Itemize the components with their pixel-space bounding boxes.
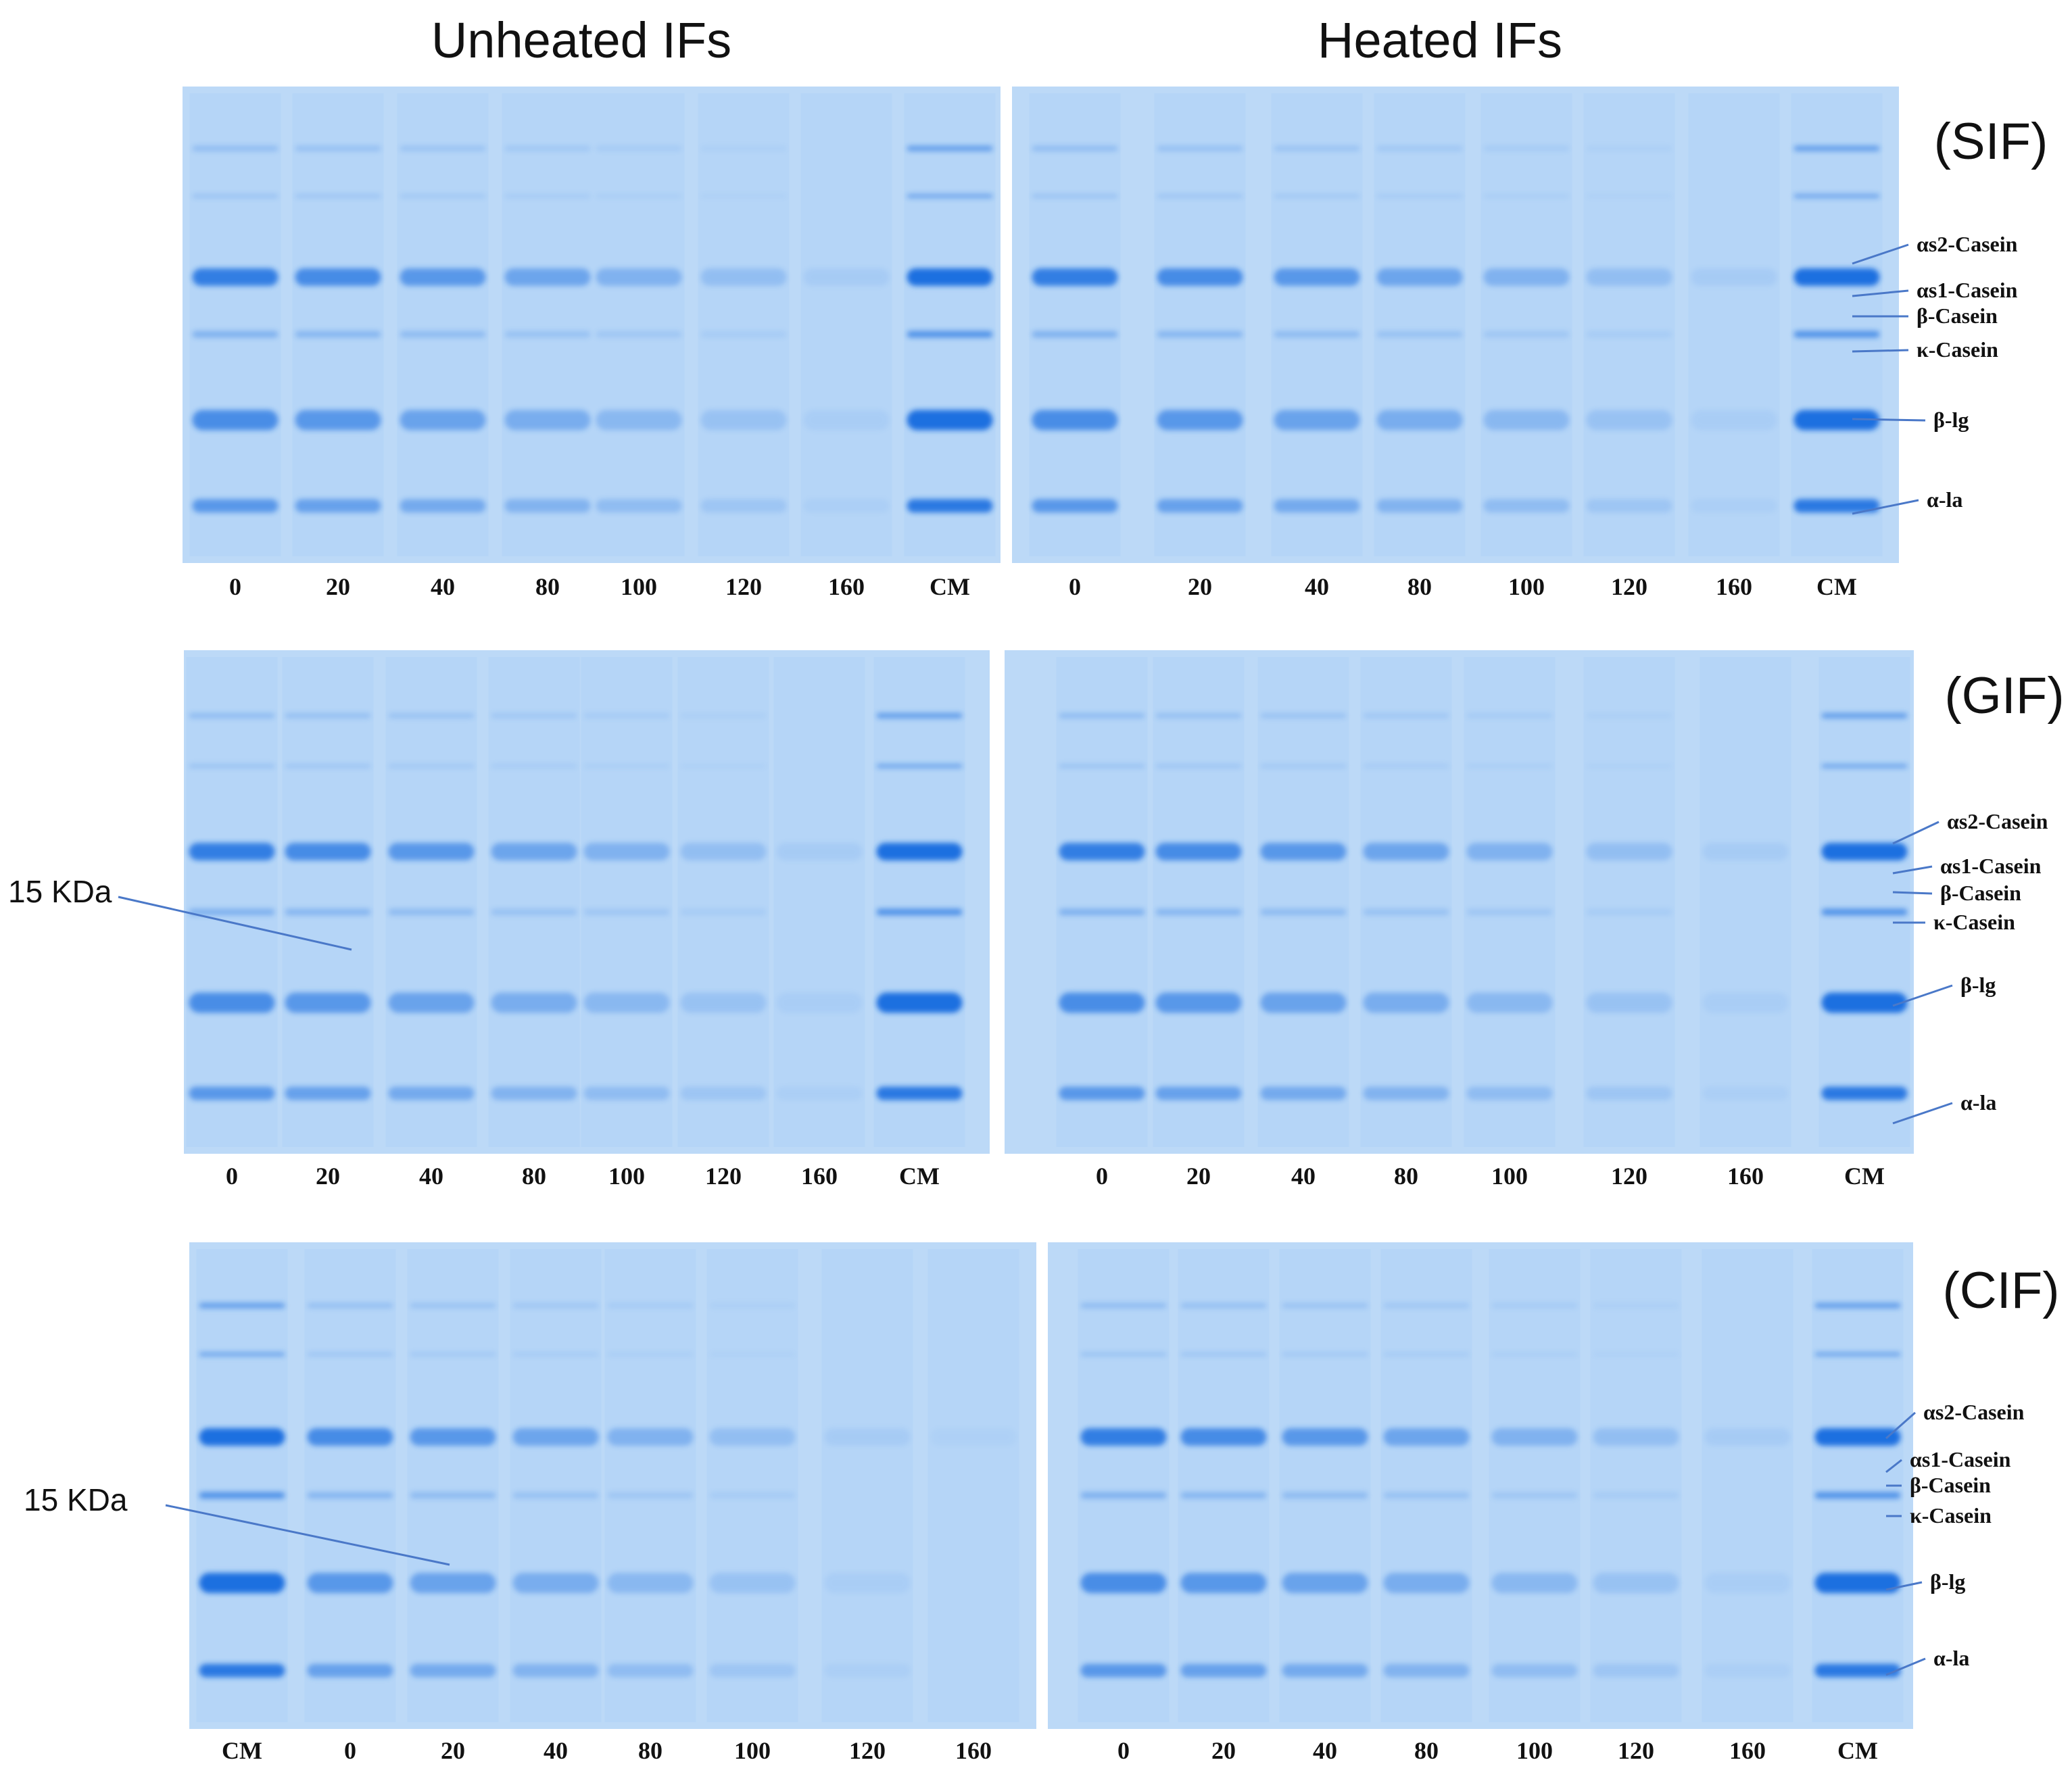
protein-label: α-la	[1927, 487, 1962, 512]
protein-label: β-Casein	[1910, 1473, 1991, 1497]
protein-label: β-lg	[1930, 1569, 1965, 1594]
protein-leader	[1885, 1459, 1902, 1473]
protein-label: αs1-Casein	[1940, 854, 2042, 878]
lane-label: 40	[544, 1737, 568, 1764]
protein-leader	[1892, 1102, 1953, 1125]
lane-label: 80	[1414, 1737, 1439, 1764]
protein-label: β-lg	[1933, 408, 1969, 432]
gel-unheated-4	[189, 1242, 1036, 1729]
header-heated: Heated IFs	[1318, 12, 1562, 68]
gel-heated-3	[1005, 650, 1914, 1154]
protein-label: α-la	[1960, 1090, 1996, 1115]
header-unheated: Unheated IFs	[431, 12, 731, 68]
lane-label: 40	[419, 1163, 443, 1190]
lane-label: 20	[326, 573, 350, 600]
marker-label-gif: 15 KDa	[8, 874, 112, 909]
lane-label: 160	[1727, 1163, 1764, 1190]
lane-label: 160	[1729, 1737, 1766, 1764]
lane-label: CM	[1816, 573, 1857, 600]
lane-label: CM	[222, 1737, 262, 1764]
marker-label-cif: 15 KDa	[24, 1482, 128, 1517]
lane-label: 100	[608, 1163, 645, 1190]
lane-label: 0	[226, 1163, 238, 1190]
lane-label: 0	[344, 1737, 356, 1764]
protein-label: αs1-Casein	[1910, 1447, 2011, 1471]
panel-tag-gif: (GIF)	[1944, 667, 2064, 725]
figure-labels: (SIF) (GIF) (CIF) 15 KDa 15 KDa 0 20 40 80 1…	[8, 113, 2065, 1764]
lane-label: 20	[441, 1737, 465, 1764]
lane-label: 0	[229, 573, 241, 600]
gel-heated-5	[1048, 1242, 1913, 1729]
lane-label: 100	[1508, 573, 1545, 600]
lane-label: 20	[1186, 1163, 1211, 1190]
protein-leader	[1892, 865, 1933, 875]
protein-leader	[1892, 821, 1940, 845]
lane-label: 120	[1611, 1163, 1647, 1190]
lane-label: 160	[801, 1163, 838, 1190]
lane-label: 0	[1096, 1163, 1108, 1190]
protein-label: κ-Casein	[1910, 1503, 1992, 1528]
lane-label: 40	[1313, 1737, 1337, 1764]
protein-leader	[1852, 289, 1909, 297]
lane-label: 40	[431, 573, 455, 600]
lane-label: 100	[621, 573, 657, 600]
protein-leader	[1852, 243, 1909, 265]
lane-label: 20	[316, 1163, 340, 1190]
lane-label: CM	[1844, 1163, 1885, 1190]
lane-label: 20	[1188, 573, 1212, 600]
gel-images	[183, 87, 1914, 1729]
lane-label: 80	[1394, 1163, 1418, 1190]
protein-leader	[1892, 984, 1953, 1007]
protein-label: α-la	[1933, 1646, 1969, 1670]
marker-leader-cif	[165, 1504, 450, 1566]
gel-heated-1	[1012, 87, 1899, 563]
lane-label: 0	[1117, 1737, 1130, 1764]
lane-label: 80	[1407, 573, 1432, 600]
lane-label: 40	[1291, 1163, 1316, 1190]
gel-unheated-0	[183, 87, 1001, 563]
marker-leader-gif	[118, 896, 352, 951]
lane-label: 160	[955, 1737, 992, 1764]
lane-label: CM	[930, 573, 970, 600]
protein-leader	[1852, 499, 1919, 515]
protein-label: κ-Casein	[1917, 337, 1998, 362]
protein-leader	[1885, 1657, 1926, 1676]
lane-label: 100	[1491, 1163, 1528, 1190]
lane-label: 80	[638, 1737, 662, 1764]
lane-label: 120	[725, 573, 762, 600]
protein-label: αs1-Casein	[1917, 278, 2018, 302]
protein-leader	[1885, 1411, 1916, 1440]
protein-label: αs2-Casein	[1923, 1400, 2025, 1424]
lane-label: 20	[1211, 1737, 1236, 1764]
protein-leader	[1892, 891, 1933, 895]
panel-tag-cif: (CIF)	[1942, 1262, 2059, 1319]
lane-label: 120	[1618, 1737, 1654, 1764]
protein-label: αs2-Casein	[1917, 232, 2018, 256]
lane-label: 80	[522, 1163, 546, 1190]
protein-label: β-Casein	[1917, 303, 1998, 328]
lane-label: 120	[849, 1737, 886, 1764]
protein-leader	[1852, 418, 1926, 422]
protein-label: β-Casein	[1940, 881, 2021, 905]
lane-label: CM	[899, 1163, 940, 1190]
lane-label: 40	[1305, 573, 1329, 600]
protein-leader	[1852, 349, 1909, 353]
lane-label: 100	[734, 1737, 771, 1764]
lane-label: 80	[535, 573, 560, 600]
lane-label: 160	[1716, 573, 1752, 600]
protein-label: αs2-Casein	[1947, 809, 2048, 833]
protein-label: β-lg	[1960, 973, 1996, 997]
panel-tag-sif: (SIF)	[1934, 113, 2048, 170]
protein-label: κ-Casein	[1933, 910, 2015, 934]
protein-leader	[1885, 1581, 1923, 1591]
lane-label: CM	[1837, 1737, 1878, 1764]
lane-label: 160	[828, 573, 865, 600]
lane-label: 0	[1069, 573, 1081, 600]
gel-unheated-2	[184, 650, 990, 1154]
lane-label: 100	[1516, 1737, 1553, 1764]
lane-label: 120	[705, 1163, 742, 1190]
lane-label: 120	[1611, 573, 1647, 600]
